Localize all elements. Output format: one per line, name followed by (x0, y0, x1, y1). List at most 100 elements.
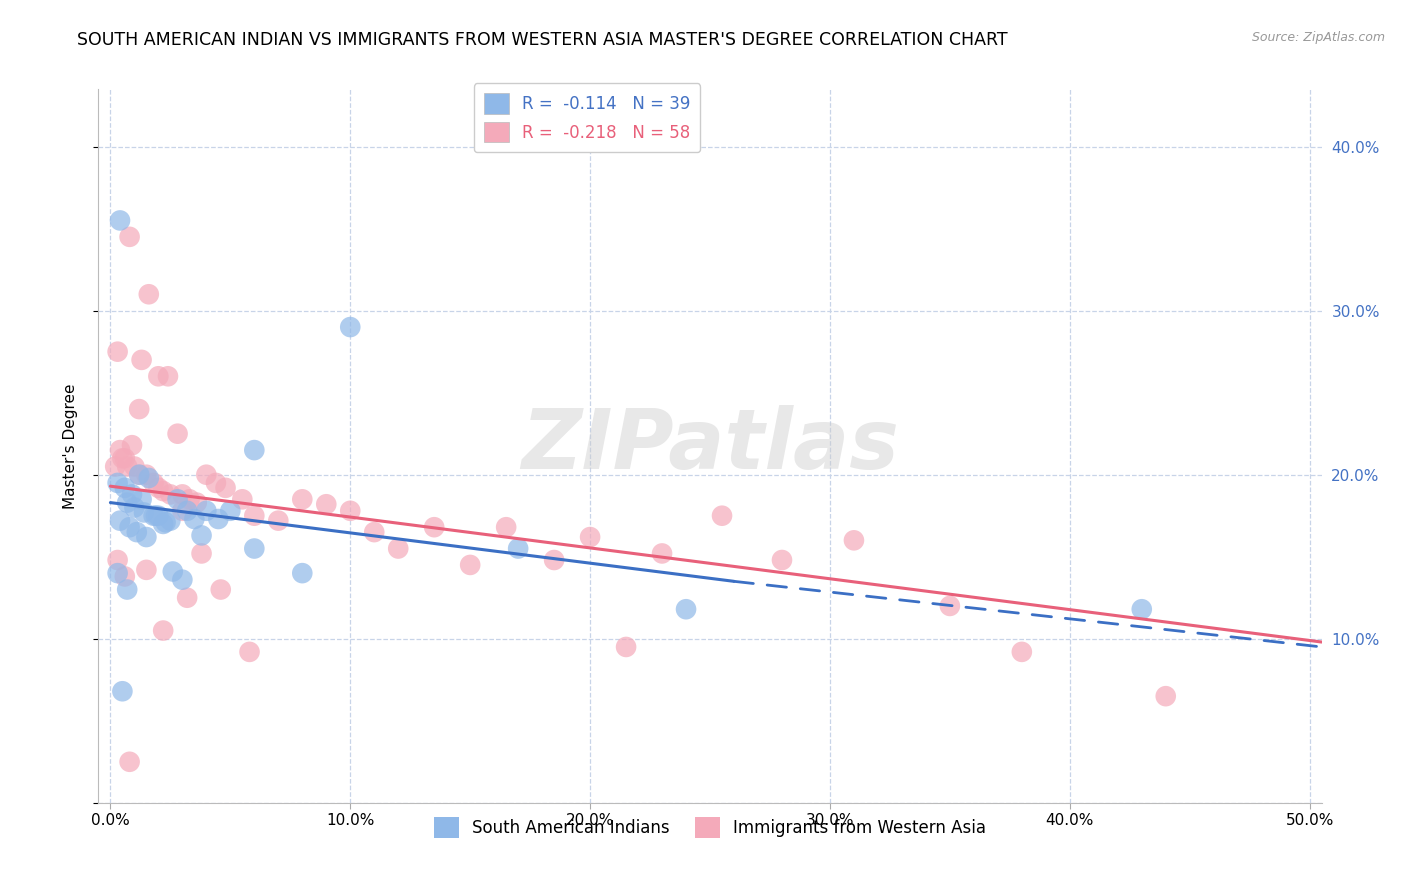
Point (107, 566, 129, 581)
Point (107, 553, 129, 567)
Point (458, 558, 481, 572)
Point (495, 520, 517, 534)
Point (128, 467, 150, 482)
Point (107, 475, 129, 490)
Point (172, 504, 194, 518)
Point (195, 504, 218, 518)
Point (124, 500, 146, 515)
Point (166, 426, 188, 441)
Point (207, 512, 229, 526)
Point (291, 566, 314, 581)
Point (114, 569, 136, 583)
Y-axis label: Master's Degree: Master's Degree (63, 384, 77, 508)
Point (176, 591, 198, 605)
Point (243, 443, 266, 458)
Point (115, 459, 138, 474)
Point (579, 530, 602, 544)
Point (267, 514, 290, 528)
Point (115, 495, 138, 509)
Point (142, 508, 165, 523)
Text: Source: ZipAtlas.com: Source: ZipAtlas.com (1251, 31, 1385, 45)
Point (107, 344, 129, 359)
Point (651, 546, 673, 560)
Point (315, 497, 337, 511)
Point (135, 563, 157, 577)
Point (238, 645, 260, 659)
Point (172, 487, 194, 501)
Point (118, 230, 141, 244)
Point (1154, 689, 1177, 703)
Legend: South American Indians, Immigrants from Western Asia: South American Indians, Immigrants from … (427, 811, 993, 845)
Point (1130, 602, 1153, 616)
Point (152, 624, 174, 638)
Point (219, 504, 242, 518)
Point (162, 565, 184, 579)
Point (508, 541, 530, 556)
Point (111, 684, 134, 698)
Point (159, 514, 181, 528)
Point (842, 533, 865, 548)
Point (291, 492, 314, 507)
Point (152, 516, 174, 531)
Point (179, 492, 201, 507)
Point (131, 352, 153, 367)
Text: ZIPatlas: ZIPatlas (522, 406, 898, 486)
Point (1011, 645, 1033, 659)
Point (209, 582, 232, 597)
Point (939, 599, 962, 613)
Point (614, 640, 637, 654)
Point (148, 508, 170, 523)
Point (231, 492, 253, 507)
Point (543, 553, 565, 567)
Point (205, 475, 228, 490)
Point (115, 582, 138, 597)
Point (121, 487, 143, 501)
Point (172, 573, 194, 587)
Point (138, 471, 160, 485)
Point (190, 528, 212, 542)
Point (111, 451, 134, 466)
Point (108, 443, 131, 458)
Point (243, 508, 266, 523)
Point (131, 492, 153, 507)
Point (124, 459, 146, 474)
Point (186, 495, 208, 509)
Point (128, 402, 150, 417)
Point (135, 467, 157, 482)
Point (114, 481, 136, 495)
Point (114, 451, 136, 466)
Point (423, 520, 446, 534)
Point (135, 530, 157, 544)
Point (132, 505, 155, 519)
Point (183, 512, 205, 526)
Point (118, 755, 141, 769)
Point (156, 369, 179, 384)
Point (190, 546, 212, 560)
Point (142, 475, 165, 490)
Point (675, 602, 697, 616)
Point (108, 514, 131, 528)
Point (128, 467, 150, 482)
Point (195, 467, 218, 482)
Text: SOUTH AMERICAN INDIAN VS IMMIGRANTS FROM WESTERN ASIA MASTER'S DEGREE CORRELATIO: SOUTH AMERICAN INDIAN VS IMMIGRANTS FROM… (77, 31, 1008, 49)
Point (152, 484, 174, 499)
Point (125, 525, 148, 540)
Point (363, 525, 385, 540)
Point (138, 287, 160, 301)
Point (770, 553, 793, 567)
Point (159, 487, 181, 501)
Point (148, 481, 170, 495)
Point (339, 320, 361, 334)
Point (118, 520, 141, 534)
Point (711, 508, 734, 523)
Point (108, 213, 131, 227)
Point (104, 459, 127, 474)
Point (121, 438, 143, 452)
Point (387, 541, 409, 556)
Point (243, 541, 266, 556)
Point (155, 516, 177, 530)
Point (145, 508, 167, 523)
Point (166, 492, 188, 507)
Point (148, 369, 170, 384)
Point (214, 481, 236, 495)
